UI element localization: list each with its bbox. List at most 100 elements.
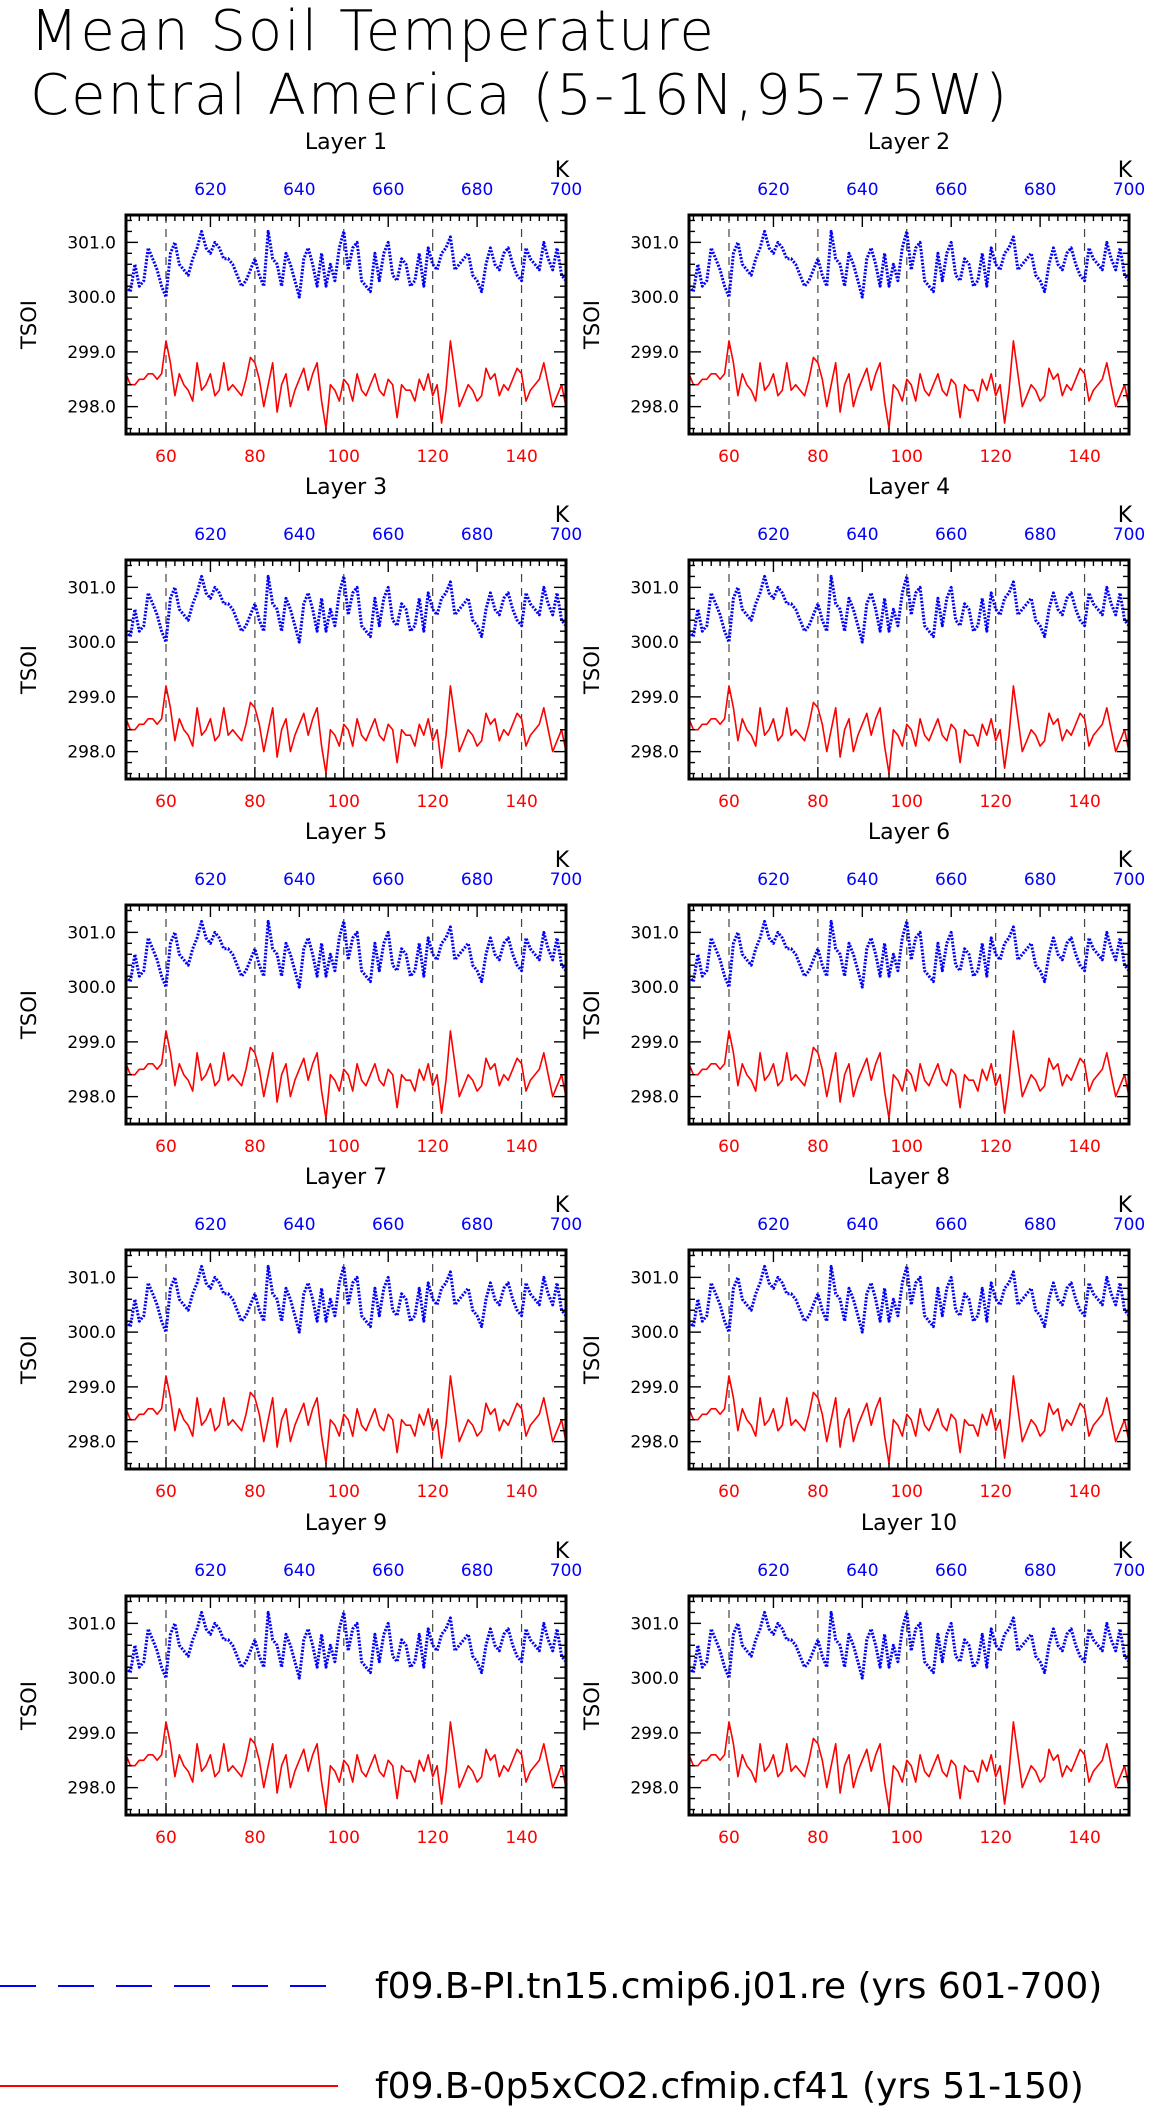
panel-title: Layer 10: [861, 1511, 957, 1536]
series-line-blue: [124, 574, 568, 644]
x-bottom-tick-label: 120: [979, 1137, 1011, 1157]
y-tick-label: 301.0: [630, 923, 679, 943]
y-tick-label: 300.0: [67, 1669, 116, 1689]
y-tick-label: 300.0: [67, 1323, 116, 1343]
panel-title: Layer 9: [305, 1511, 387, 1536]
plot-frame: [124, 903, 568, 1126]
series-line-blue: [124, 1264, 568, 1334]
x-top-tick-label: 700: [550, 870, 582, 890]
top-axis-unit: K: [555, 1539, 570, 1564]
x-bottom-tick-label: 60: [718, 1828, 740, 1848]
x-bottom-tick-label: 120: [416, 1137, 448, 1157]
x-top-tick-label: 640: [846, 1561, 878, 1581]
x-top-tick-label: 680: [461, 870, 493, 890]
x-top-tick-label: 660: [372, 525, 404, 545]
series-line-red: [125, 1030, 567, 1120]
x-bottom-tick-label: 100: [328, 792, 360, 812]
x-top-tick-label: 680: [1024, 525, 1056, 545]
y-tick-label: 300.0: [630, 978, 679, 998]
top-axis-unit: K: [555, 848, 570, 873]
series-line-red: [688, 685, 1130, 775]
top-axis-unit: K: [1118, 1193, 1133, 1218]
x-bottom-tick-label: 80: [244, 1828, 266, 1848]
x-top-tick-label: 680: [1024, 1215, 1056, 1235]
panel-title: Layer 7: [305, 1165, 387, 1190]
x-bottom-tick-label: 60: [155, 447, 177, 467]
x-top-tick-label: 700: [1113, 1561, 1145, 1581]
series-line-blue: [687, 574, 1131, 644]
series-line-blue: [124, 229, 568, 299]
series-line-red: [125, 340, 567, 430]
y-tick-label: 301.0: [67, 1614, 116, 1634]
x-bottom-tick-label: 100: [328, 1828, 360, 1848]
y-tick-label: 301.0: [630, 233, 679, 253]
x-bottom-tick-label: 60: [718, 792, 740, 812]
x-top-tick-label: 640: [283, 180, 315, 200]
series-line-red: [688, 340, 1130, 430]
y-tick-label: 298.0: [630, 1779, 679, 1799]
y-axis-label: TSOI: [580, 1335, 604, 1385]
x-bottom-tick-label: 120: [416, 1482, 448, 1502]
legend-item-1: f09.B-PI.tn15.cmip6.j01.re (yrs 601-700): [0, 1966, 1102, 2007]
x-top-tick-label: 620: [757, 525, 789, 545]
x-top-tick-label: 660: [372, 180, 404, 200]
x-top-tick-label: 640: [846, 180, 878, 200]
plot-frame: [124, 1248, 568, 1471]
x-top-tick-label: 680: [461, 1215, 493, 1235]
x-bottom-tick-label: 80: [807, 1828, 829, 1848]
y-tick-label: 300.0: [630, 288, 679, 308]
series-line-red: [125, 685, 567, 775]
x-bottom-tick-label: 120: [416, 447, 448, 467]
x-bottom-tick-label: 80: [244, 447, 266, 467]
y-tick-label: 298.0: [630, 398, 679, 418]
y-tick-label: 301.0: [67, 1268, 116, 1288]
y-axis-label: TSOI: [580, 1681, 604, 1731]
series-line-blue: [687, 1610, 1131, 1680]
x-bottom-tick-label: 140: [505, 1482, 537, 1502]
x-top-tick-label: 640: [846, 525, 878, 545]
x-top-tick-label: 700: [550, 525, 582, 545]
x-top-tick-label: 680: [461, 1561, 493, 1581]
y-tick-label: 301.0: [630, 1614, 679, 1634]
x-top-tick-label: 620: [757, 1215, 789, 1235]
x-bottom-tick-label: 100: [328, 447, 360, 467]
panel-title: Layer 6: [868, 820, 950, 845]
x-bottom-tick-label: 60: [155, 792, 177, 812]
series-line-blue: [687, 229, 1131, 299]
panel-title: Layer 2: [868, 130, 950, 155]
x-bottom-tick-label: 140: [505, 1828, 537, 1848]
x-bottom-tick-label: 80: [807, 447, 829, 467]
x-top-tick-label: 700: [550, 180, 582, 200]
y-tick-label: 299.0: [630, 343, 679, 363]
x-top-tick-label: 700: [1113, 870, 1145, 890]
x-top-tick-label: 640: [283, 1561, 315, 1581]
top-axis-unit: K: [555, 158, 570, 183]
y-axis-label: TSOI: [580, 645, 604, 695]
y-tick-label: 298.0: [630, 1433, 679, 1453]
plot-frame: [124, 558, 568, 781]
x-top-tick-label: 700: [550, 1215, 582, 1235]
y-tick-label: 300.0: [630, 1323, 679, 1343]
y-axis-label: TSOI: [17, 990, 41, 1040]
x-top-tick-label: 660: [935, 180, 967, 200]
legend: f09.B-PI.tn15.cmip6.j01.re (yrs 601-700)…: [0, 1966, 1102, 2107]
legend-item-2: f09.B-0p5xCO2.cfmip.cf41 (yrs 51-150): [0, 2066, 1084, 2107]
top-axis-unit: K: [1118, 503, 1133, 528]
y-tick-label: 301.0: [67, 578, 116, 598]
y-tick-label: 298.0: [630, 743, 679, 763]
y-tick-label: 298.0: [67, 1088, 116, 1108]
x-bottom-tick-label: 120: [979, 1828, 1011, 1848]
x-top-tick-label: 700: [1113, 1215, 1145, 1235]
x-top-tick-label: 620: [757, 870, 789, 890]
x-top-tick-label: 620: [194, 180, 226, 200]
y-tick-label: 299.0: [67, 1724, 116, 1744]
x-top-tick-label: 660: [935, 1561, 967, 1581]
x-bottom-tick-label: 140: [1068, 1482, 1100, 1502]
x-top-tick-label: 680: [461, 180, 493, 200]
x-bottom-tick-label: 100: [891, 1482, 923, 1502]
legend-label: f09.B-PI.tn15.cmip6.j01.re (yrs 601-700): [375, 1966, 1102, 2007]
x-bottom-tick-label: 140: [1068, 1137, 1100, 1157]
